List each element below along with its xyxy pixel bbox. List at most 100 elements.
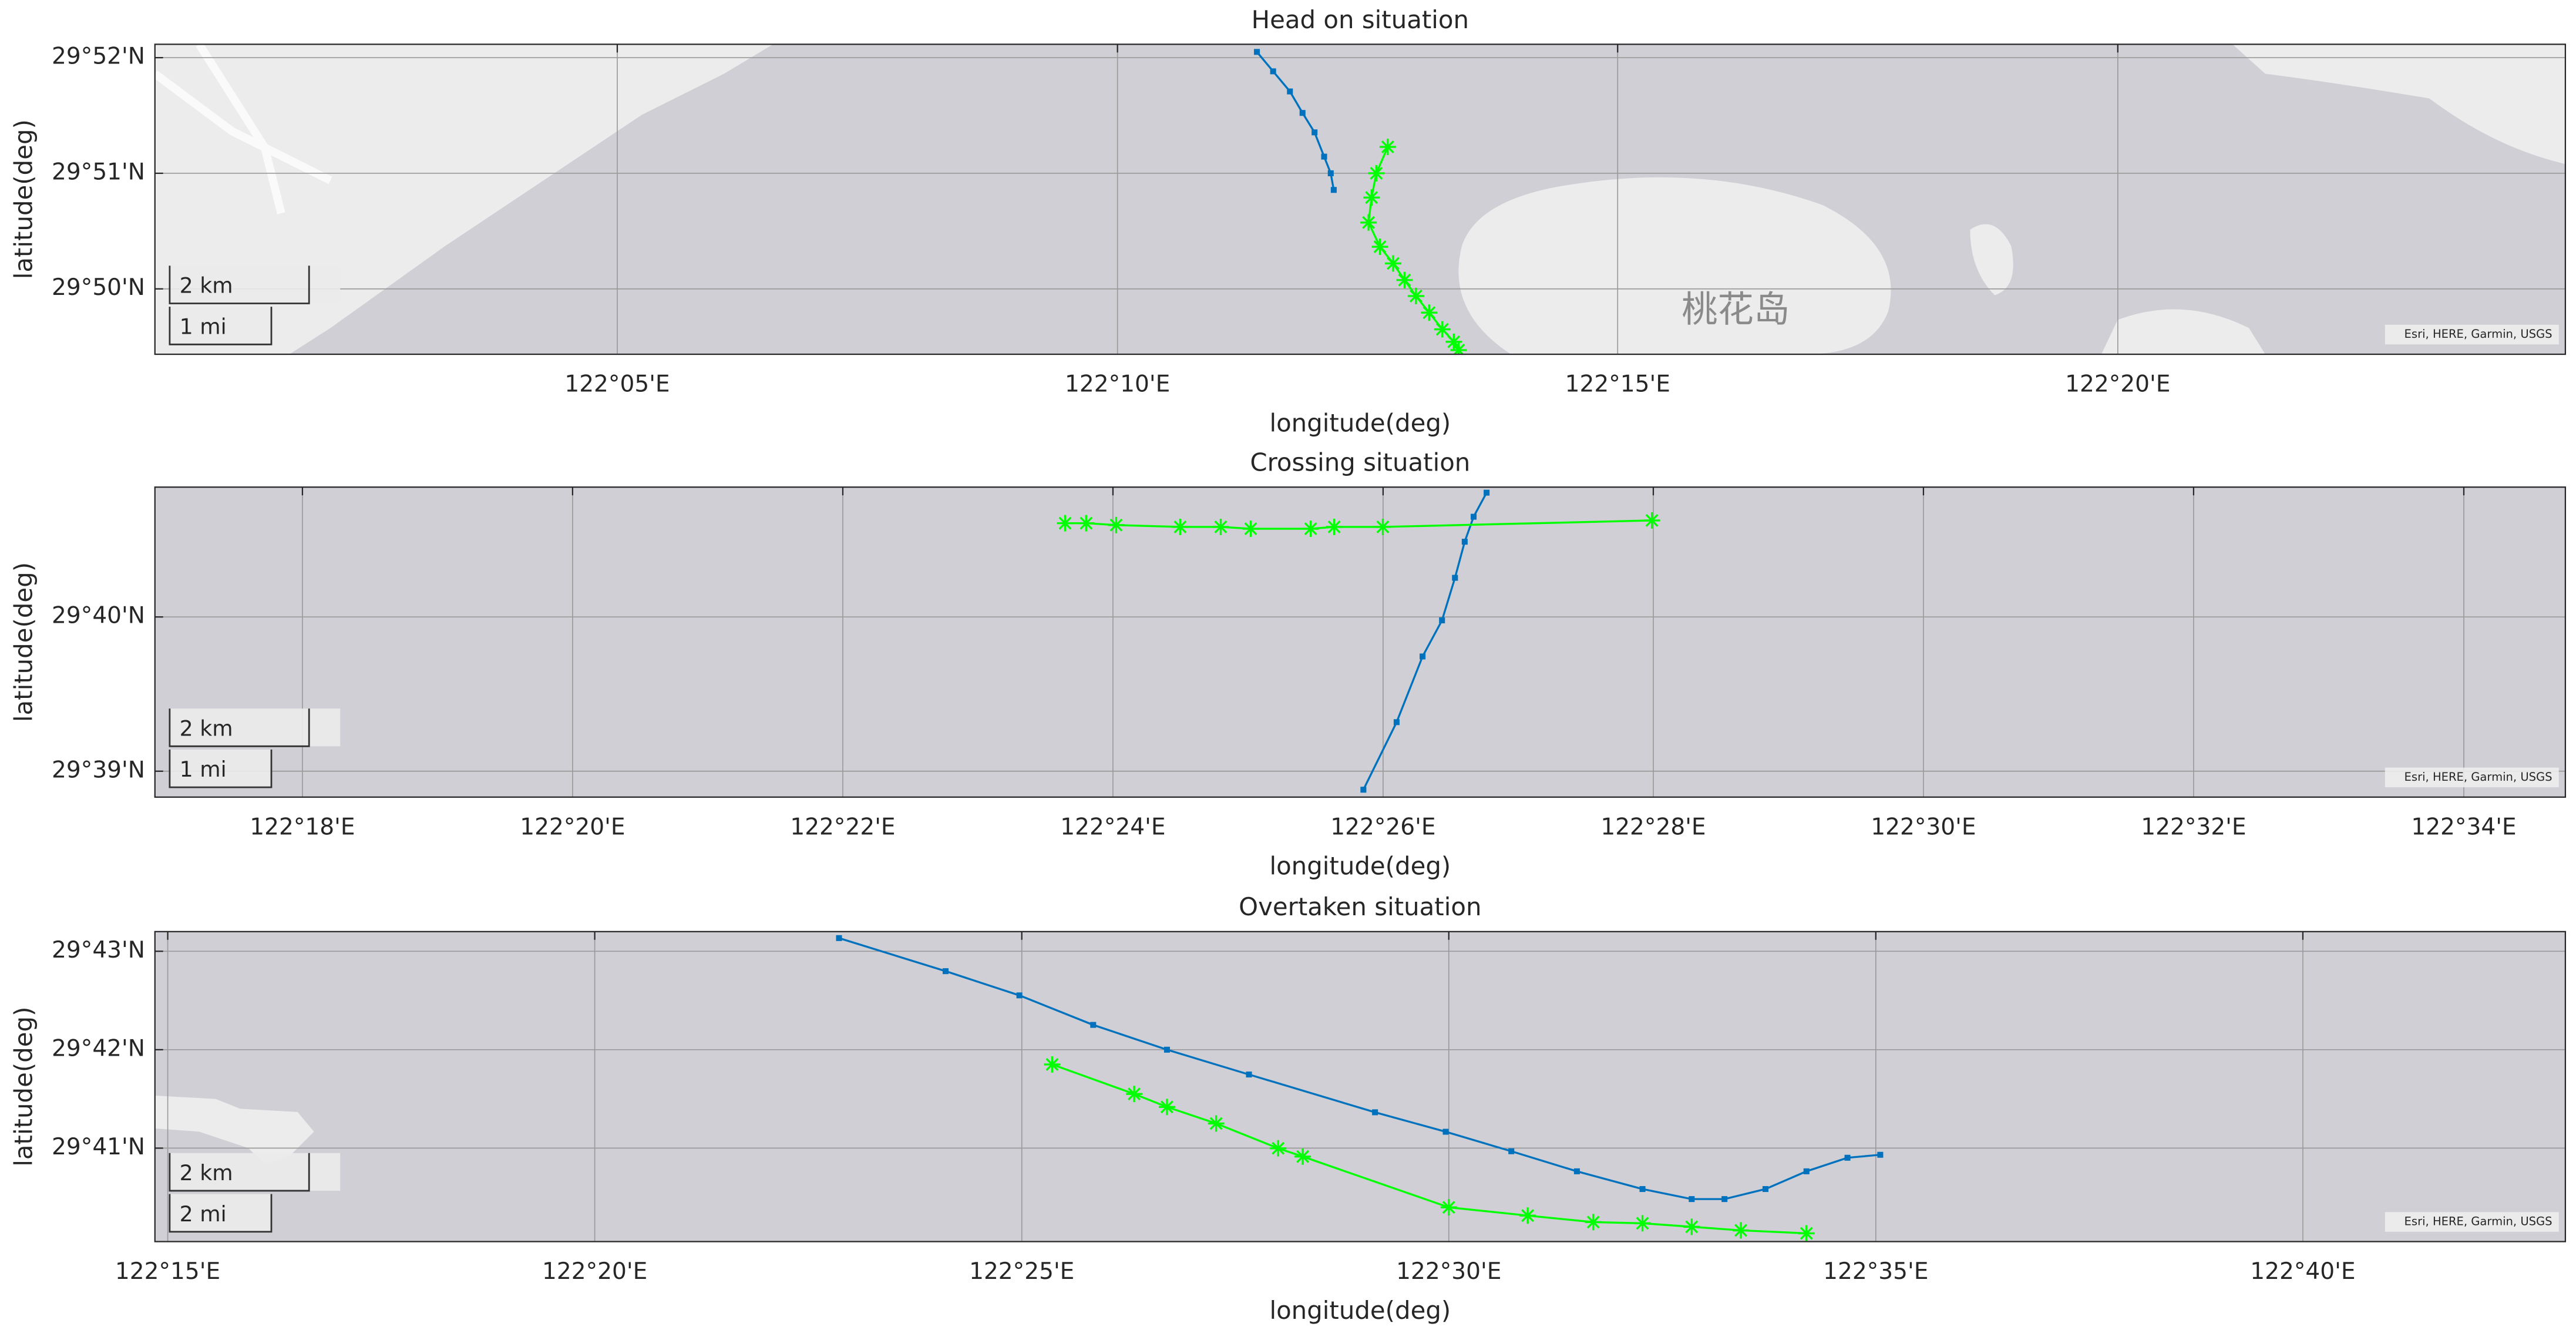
map-label: 桃花岛 — [1682, 289, 1790, 331]
track-point — [1326, 518, 1343, 535]
track-point — [1044, 1056, 1061, 1073]
scalebar-label: 1 mi — [180, 757, 227, 782]
land — [154, 1096, 314, 1165]
x-tick-label: 122°40'E — [2250, 1258, 2355, 1285]
track-point — [1374, 518, 1391, 535]
track-point — [1371, 239, 1388, 256]
x-tick-label: 122°24'E — [1060, 814, 1165, 840]
y-tick-label: 29°51'N — [52, 159, 145, 185]
track-point — [1294, 1148, 1311, 1165]
scalebar-label: 2 km — [180, 716, 233, 741]
track-point — [1762, 1186, 1768, 1193]
track-point — [1445, 333, 1462, 350]
plot-data — [1254, 49, 1467, 355]
scalebar-box — [169, 708, 341, 747]
axes-box — [154, 43, 2567, 355]
track-point — [1368, 164, 1385, 182]
track-point — [1212, 518, 1229, 535]
scalebar-label: 1 mi — [180, 314, 227, 339]
track-point — [1321, 153, 1327, 160]
chart-title: Overtaken situation — [1239, 892, 1481, 921]
track-point — [1519, 1207, 1536, 1224]
scalebar-line — [169, 749, 273, 788]
plot-data — [836, 935, 1884, 1242]
y-axis-label: latitude(deg) — [9, 562, 38, 722]
attribution: Esri, HERE, Garmin, USGS — [2405, 770, 2553, 784]
x-tick-label: 122°22'E — [790, 814, 895, 840]
track-point — [1270, 1140, 1287, 1157]
track-point — [1057, 515, 1074, 532]
x-tick-label: 122°18'E — [250, 814, 355, 840]
scalebar-label: 2 km — [180, 273, 233, 298]
track-point — [1311, 129, 1318, 136]
attribution-box — [2385, 1212, 2559, 1232]
y-tick-label: 29°43'N — [52, 937, 145, 963]
x-tick-label: 122°15'E — [115, 1258, 220, 1285]
x-tick-label: 122°25'E — [969, 1258, 1074, 1285]
x-tick-label: 122°26'E — [1330, 814, 1435, 840]
track-point — [1844, 1154, 1851, 1161]
x-tick-label: 122°34'E — [2411, 814, 2516, 840]
track-point — [1385, 255, 1402, 272]
track-point — [1330, 187, 1337, 193]
axes-box — [154, 931, 2567, 1242]
track-point — [1452, 575, 1458, 581]
track-point — [1254, 49, 1260, 55]
y-axis-label: latitude(deg) — [9, 119, 38, 279]
track-point — [1396, 271, 1413, 288]
x-tick-label: 122°30'E — [1396, 1258, 1501, 1285]
x-tick-label: 122°35'E — [1823, 1258, 1928, 1285]
track-point — [942, 968, 949, 975]
track-point — [1484, 489, 1490, 496]
scalebar-box — [169, 749, 272, 788]
track-point — [1407, 287, 1424, 304]
scalebar-line — [169, 307, 273, 345]
track-point — [1421, 304, 1438, 321]
track-point — [836, 935, 842, 941]
track-point — [1360, 214, 1377, 231]
map-background — [154, 487, 2565, 797]
track-point — [1108, 516, 1125, 533]
attribution: Esri, HERE, Garmin, USGS — [2405, 327, 2553, 341]
track-point — [1360, 787, 1367, 793]
y-axis-label: latitude(deg) — [9, 1007, 38, 1167]
track-point — [1689, 1196, 1695, 1203]
track-point — [1733, 1222, 1750, 1239]
scalebar-box — [169, 307, 272, 345]
scalebar-line — [169, 1194, 273, 1233]
track-point — [1302, 520, 1319, 538]
track-line — [1362, 492, 1488, 791]
y-tick-label: 29°40'N — [52, 603, 145, 629]
y-tick-label: 29°41'N — [52, 1134, 145, 1160]
x-tick-label: 122°15'E — [1565, 371, 1670, 398]
track-point — [1126, 1086, 1143, 1103]
track-point — [1246, 1072, 1252, 1078]
scalebar-box — [169, 266, 341, 304]
track-point — [1461, 539, 1468, 545]
x-axis-label: longitude(deg) — [1269, 409, 1451, 438]
scalebar-label: 2 mi — [180, 1201, 227, 1227]
track-point — [1172, 518, 1189, 535]
y-tick-label: 29°42'N — [52, 1035, 145, 1062]
track-point — [1242, 520, 1259, 538]
scalebar-box — [169, 1153, 341, 1191]
scalebar-label: 2 km — [180, 1160, 233, 1185]
track-point — [1798, 1225, 1815, 1242]
chart-title: Head on situation — [1252, 5, 1469, 34]
x-tick-label: 122°20'E — [2065, 371, 2170, 398]
attribution-box — [2385, 324, 2559, 345]
scalebar-box — [169, 1194, 272, 1232]
chart-title: Crossing situation — [1250, 448, 1470, 477]
track-point — [1803, 1168, 1810, 1174]
track-point — [1016, 992, 1023, 999]
track-point — [1508, 1148, 1515, 1154]
track-point — [1363, 189, 1380, 206]
track-line — [1065, 519, 1652, 530]
track-point — [1721, 1196, 1728, 1203]
track-point — [1439, 617, 1445, 624]
y-tick-label: 29°39'N — [52, 757, 145, 783]
x-axis-label: longitude(deg) — [1269, 851, 1451, 880]
x-tick-label: 122°05'E — [564, 371, 670, 398]
attribution: Esri, HERE, Garmin, USGS — [2405, 1214, 2553, 1228]
